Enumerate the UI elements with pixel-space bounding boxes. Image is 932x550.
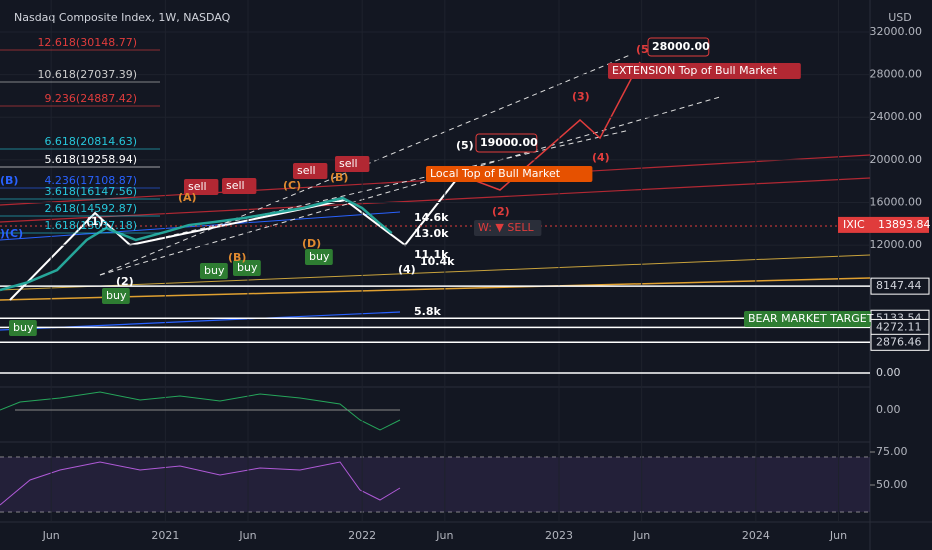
annotation: Local Top of Bull Market — [430, 167, 561, 180]
annotation: 14.6k — [414, 211, 449, 224]
level-label: 0.00 — [876, 366, 901, 379]
oscillator — [0, 391, 401, 431]
x-tick-label: 2023 — [545, 529, 573, 542]
x-tick-label: Jun — [42, 529, 60, 542]
last-price-bg — [838, 216, 929, 233]
annotation: buy — [309, 250, 330, 263]
price-box — [647, 37, 710, 57]
annotation: 28000.00 — [652, 40, 710, 53]
y-tick-label: 20000.00 — [870, 153, 923, 166]
y-tick-label: 24000.00 — [870, 110, 923, 123]
rsi-zone — [0, 457, 870, 512]
label-bg — [608, 63, 801, 79]
x-tick-label: Jun — [829, 529, 847, 542]
annotation: 5.8k — [414, 305, 441, 318]
label-bg — [222, 178, 257, 194]
annotation: (D) — [302, 237, 321, 250]
rsi-tick-label: 75.00 — [876, 445, 908, 458]
annotation: (C) — [283, 179, 301, 192]
annotation: (1) — [86, 215, 104, 228]
wave-line — [9, 174, 461, 301]
label-bg — [744, 311, 871, 327]
label-bg — [474, 220, 542, 236]
level-label: 2876.46 — [876, 335, 922, 348]
label-bg — [233, 260, 261, 276]
y-tick-label: 16000.00 — [870, 195, 923, 208]
chart-title: Nasdaq Composite Index, 1W, NASDAQ — [14, 11, 231, 24]
annotation: (A) — [178, 191, 197, 204]
annotation: (2) — [116, 275, 134, 288]
x-tick-label: 2024 — [742, 529, 770, 542]
level-label: 4272.11 — [876, 320, 922, 333]
level-label: 8147.44 — [876, 279, 922, 292]
y-tick-label: 12000.00 — [870, 238, 923, 251]
osc-tick-label: 0.00 — [876, 403, 901, 416]
x-tick-label: Jun — [632, 529, 650, 542]
label-bg — [102, 288, 130, 304]
label-bg — [184, 179, 219, 195]
label-bg — [293, 163, 328, 179]
annotation: sell — [188, 180, 207, 193]
annotation: (B) — [228, 251, 246, 264]
fib-label: 5.618(19258.94) — [44, 153, 137, 166]
fib-label: 1.618(13037.18) — [44, 219, 137, 232]
fib-label: 10.618(27037.39) — [37, 68, 137, 81]
annotation: buy — [237, 261, 258, 274]
annotation: 19000.00 — [480, 136, 538, 149]
annotation: (4) — [592, 151, 610, 164]
trendline — [0, 177, 871, 223]
annotation: BEAR MARKET TARGET — [748, 312, 874, 325]
y-tick-label: 28000.00 — [870, 68, 923, 81]
fib-label: 9.236(24887.42) — [44, 92, 137, 105]
channel-line — [99, 54, 631, 276]
x-tick-label: Jun — [435, 529, 453, 542]
level-label-bg — [870, 333, 930, 351]
fib-label: 6.618(20814.63) — [44, 135, 137, 148]
label-bg — [335, 156, 370, 172]
series-name: IXIC — [843, 218, 865, 231]
label-bg — [426, 166, 593, 182]
fib-label: 4.236(17108.87) — [44, 174, 137, 187]
price-line — [0, 196, 393, 292]
fib-label: 12.618(30148.77) — [37, 36, 137, 49]
annotation: sell — [339, 157, 358, 170]
y-tick-label: 32000.00 — [870, 25, 923, 38]
annotation: buy — [106, 289, 127, 302]
currency: USD — [888, 11, 912, 24]
rsi-tick-label: 50.00 — [876, 478, 908, 491]
label-bg — [200, 263, 228, 279]
annotation: )(C) — [0, 227, 23, 240]
price-box — [475, 133, 538, 153]
annotation: (B) — [330, 171, 348, 184]
fib-label: 3.618(16147.56) — [44, 185, 137, 198]
annotation: 13.0k — [414, 227, 449, 240]
level-label-bg — [870, 277, 930, 295]
x-tick-label: 2022 — [348, 529, 376, 542]
annotation: (4) — [398, 263, 416, 276]
annotation: W: ▼ SELL — [478, 221, 534, 234]
annotation: EXTENSION Top of Bull Market — [612, 64, 778, 77]
annotation: (3) — [572, 90, 590, 103]
trendline — [0, 277, 871, 301]
annotation: sell — [226, 179, 245, 192]
label-bg — [9, 320, 37, 336]
x-tick-label: Jun — [238, 529, 256, 542]
x-tick-label: 2021 — [151, 529, 179, 542]
annotation: 11.1k — [414, 248, 449, 261]
fib-label: 2.618(14592.87) — [44, 202, 137, 215]
label-bg — [305, 249, 333, 265]
annotation: buy — [13, 321, 34, 334]
wave-projection — [459, 61, 641, 191]
annotation: sell — [297, 164, 316, 177]
annotation: 10.4k — [420, 255, 455, 268]
annotation: (B) — [0, 174, 18, 187]
annotation: (5) — [456, 139, 474, 152]
last-price: 13893.84 — [878, 218, 931, 231]
annotation: buy — [204, 264, 225, 277]
trendline — [0, 254, 871, 291]
rsi-line — [0, 461, 401, 506]
annotation: (2) — [492, 205, 510, 218]
